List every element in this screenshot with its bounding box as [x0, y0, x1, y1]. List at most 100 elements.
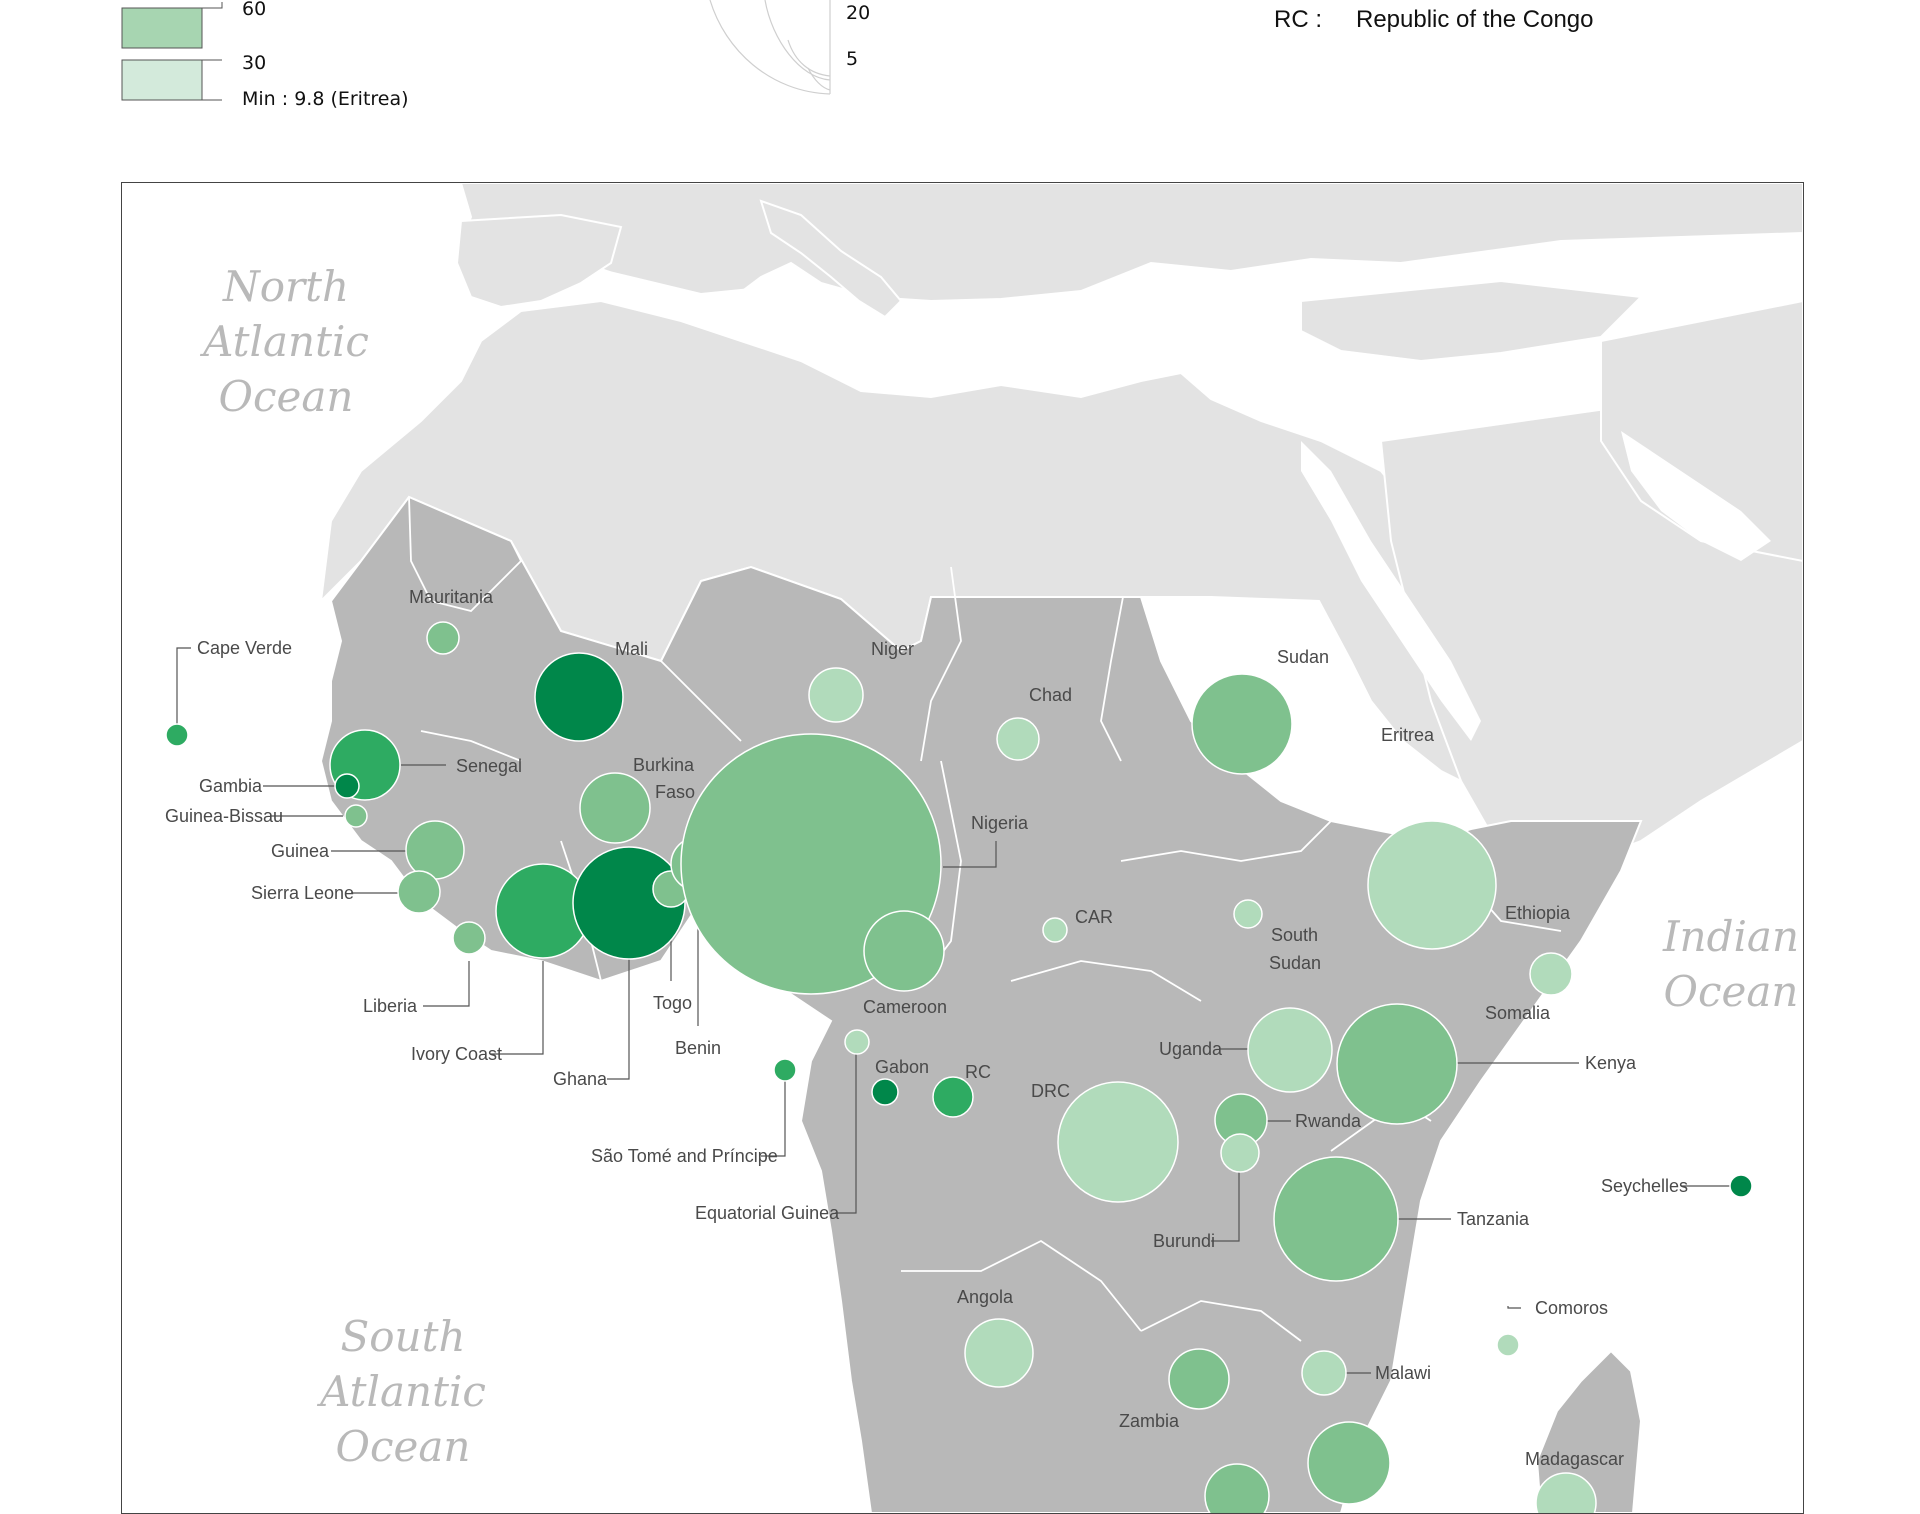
bubble-gambia[interactable]: [334, 773, 360, 799]
bubble-burundi[interactable]: [1220, 1133, 1260, 1173]
label-mali: Mali: [615, 639, 648, 659]
bubble-gabon[interactable]: [871, 1078, 899, 1106]
bubble-rc[interactable]: [932, 1076, 974, 1118]
legend-swatch-60: [121, 7, 203, 49]
label-mauritania: Mauritania: [409, 587, 494, 607]
bubble-tanzania[interactable]: [1273, 1156, 1399, 1282]
leader-nigeria: [943, 841, 997, 868]
size-legend-circle-small: [787, 39, 831, 77]
label-malawi: Malawi: [1375, 1363, 1431, 1383]
leader-sao-tome: [761, 1071, 786, 1157]
bubble-seychelles[interactable]: [1729, 1174, 1753, 1198]
bubble-sudan[interactable]: [1191, 673, 1293, 775]
label-south-sudan: South: [1271, 925, 1318, 945]
label-tanzania: Tanzania: [1457, 1209, 1530, 1229]
label-rwanda: Rwanda: [1295, 1111, 1362, 1131]
legend-size-20: 20: [846, 2, 871, 24]
label-niger: Niger: [871, 639, 914, 659]
bubble-angola[interactable]: [964, 1318, 1034, 1388]
border-niger-chad: [920, 566, 962, 762]
bubble-kenya[interactable]: [1336, 1003, 1458, 1125]
bubble-car[interactable]: [1042, 917, 1068, 943]
legend-label-60: 60: [242, 0, 267, 20]
label-gabon: Gabon: [875, 1057, 929, 1077]
africa-map: North Atlantic Ocean South Atlantic Ocea…: [165, 183, 1803, 1513]
sea-red-sea: [1301, 441, 1481, 741]
label-somalia: Somalia: [1485, 1003, 1551, 1023]
bubble-sao-tome[interactable]: [773, 1058, 797, 1082]
ocean-south-atlantic-2: Atlantic: [316, 1367, 486, 1416]
sea-persian-gulf: [1621, 431, 1771, 561]
label-burkina-faso-2: Faso: [655, 782, 695, 802]
bubble-uganda[interactable]: [1247, 1007, 1333, 1093]
label-senegal: Senegal: [456, 756, 522, 776]
legend-graphics: [121, 0, 831, 101]
label-cape-verde: Cape Verde: [197, 638, 292, 658]
legend-size-5: 5: [846, 48, 859, 70]
label-eq-guinea: Equatorial Guinea: [695, 1203, 840, 1223]
bubble-zambia[interactable]: [1168, 1348, 1230, 1410]
bubble-malawi[interactable]: [1301, 1350, 1347, 1396]
leader-ivory-coast: [491, 961, 544, 1055]
leader-ghana: [607, 959, 630, 1080]
bubble-guinea[interactable]: [405, 820, 465, 880]
bubble-mauritania[interactable]: [426, 621, 460, 655]
bubble-sierra-leone[interactable]: [397, 870, 441, 914]
abbr-meaning: Republic of the Congo: [1356, 6, 1594, 33]
seas: [591, 269, 1771, 741]
label-eritrea: Eritrea: [1381, 725, 1435, 745]
bubble-guinea-bissau[interactable]: [344, 804, 368, 828]
label-ethiopia: Ethiopia: [1505, 903, 1571, 923]
ocean-south-atlantic-1: South: [340, 1312, 465, 1361]
ocean-south-atlantic-3: Ocean: [336, 1422, 471, 1471]
leader-burundi: [1211, 1153, 1240, 1242]
border-mauritania-mali: [408, 496, 523, 612]
bubble-niger[interactable]: [808, 667, 864, 723]
label-gambia: Gambia: [199, 776, 263, 796]
land-iberia: [455, 213, 623, 309]
label-burkina-faso: Burkina: [633, 755, 695, 775]
label-car: CAR: [1075, 907, 1113, 927]
leader-lines: [176, 647, 1735, 1374]
ocean-north-atlantic-1: North: [222, 262, 349, 311]
legend-label-min: Min : 9.8 (Eritrea): [242, 88, 409, 110]
bubble-ghana[interactable]: [572, 846, 686, 960]
label-benin: Benin: [675, 1038, 721, 1058]
legend-label-30: 30: [242, 52, 267, 74]
label-cameroon: Cameroon: [863, 997, 947, 1017]
sea-mediterranean: [591, 269, 1301, 387]
size-legend-circle-tiny: [807, 67, 831, 91]
bubble-liberia[interactable]: [452, 921, 486, 955]
border-car-drc: [1010, 960, 1202, 1002]
bubble-cape-verde[interactable]: [165, 723, 189, 747]
label-liberia: Liberia: [363, 996, 418, 1016]
bubble-burkina-faso[interactable]: [579, 772, 651, 844]
label-angola: Angola: [957, 1287, 1014, 1307]
label-togo: Togo: [653, 993, 692, 1013]
bubble-chad[interactable]: [996, 717, 1040, 761]
bubble-drc[interactable]: [1057, 1081, 1179, 1203]
bubble-somalia[interactable]: [1529, 952, 1573, 996]
label-ghana: Ghana: [553, 1069, 608, 1089]
border-sudan-ssudan: [1120, 820, 1332, 862]
bubble-comoros[interactable]: [1496, 1333, 1520, 1357]
bubble-south-sudan[interactable]: [1233, 899, 1263, 929]
country-bubbles: [165, 621, 1753, 1513]
land-turkey: [1300, 279, 1644, 363]
label-sao-tome: São Tomé and Príncipe: [591, 1146, 778, 1166]
label-south-sudan-2: Sudan: [1269, 953, 1321, 973]
label-rc: RC: [965, 1062, 991, 1082]
size-legend-circle-large: [709, 0, 831, 95]
bubble-ethiopia[interactable]: [1367, 820, 1497, 950]
bubble-cameroon[interactable]: [863, 910, 945, 992]
label-seychelles: Seychelles: [1601, 1176, 1688, 1196]
legend-tick-60: [202, 2, 223, 9]
size-legend-circles: [709, 0, 831, 95]
bubble-eq-guinea[interactable]: [844, 1029, 870, 1055]
label-madagascar: Madagascar: [1525, 1449, 1624, 1469]
ocean-indian-1: Indian: [1662, 912, 1799, 961]
bubble-mozambique[interactable]: [1307, 1421, 1391, 1505]
label-sudan: Sudan: [1277, 647, 1329, 667]
bubble-mali[interactable]: [534, 652, 624, 742]
ocean-labels: North Atlantic Ocean South Atlantic Ocea…: [199, 262, 1799, 1471]
